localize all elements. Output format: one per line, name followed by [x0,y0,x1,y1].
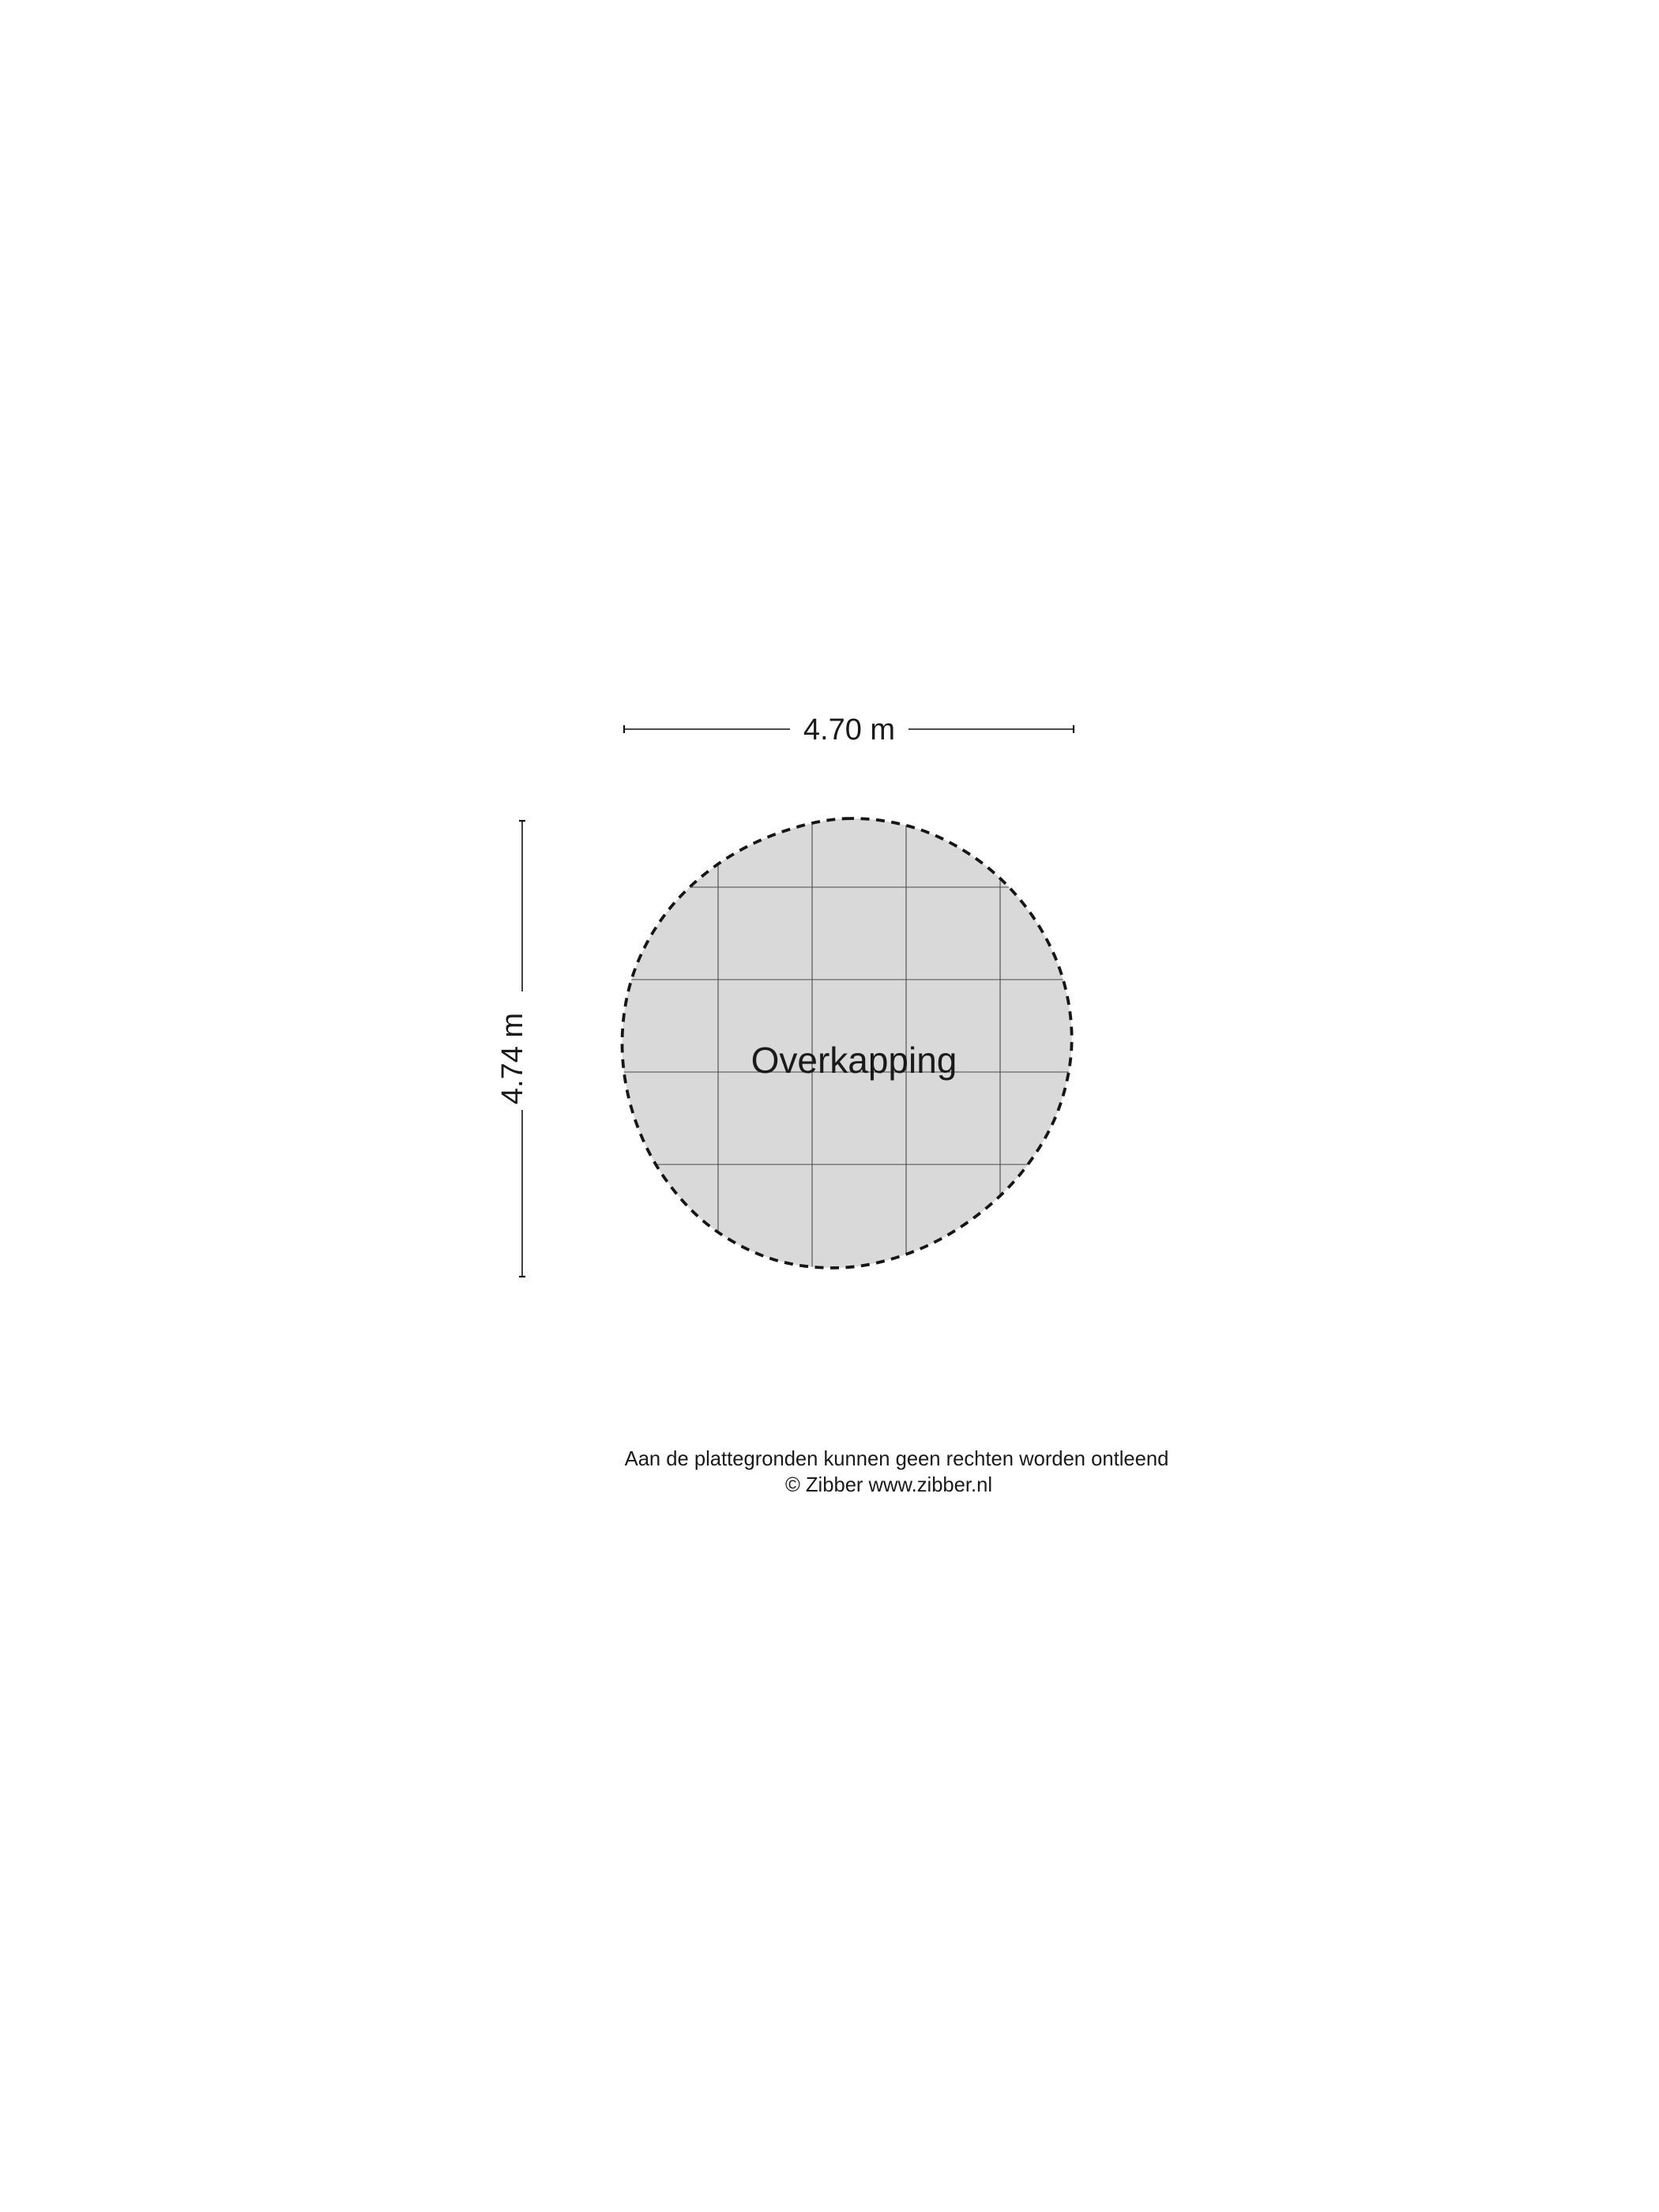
svg-text:Aan de plattegronden kunnen ge: Aan de plattegronden kunnen geen rechten… [625,1448,1169,1470]
svg-text:4.74 m: 4.74 m [496,1013,529,1104]
svg-text:4.70 m: 4.70 m [803,713,895,747]
svg-text:Overkapping: Overkapping [751,1040,957,1081]
svg-text:© Zibber www.zibber.nl: © Zibber www.zibber.nl [785,1474,992,1496]
